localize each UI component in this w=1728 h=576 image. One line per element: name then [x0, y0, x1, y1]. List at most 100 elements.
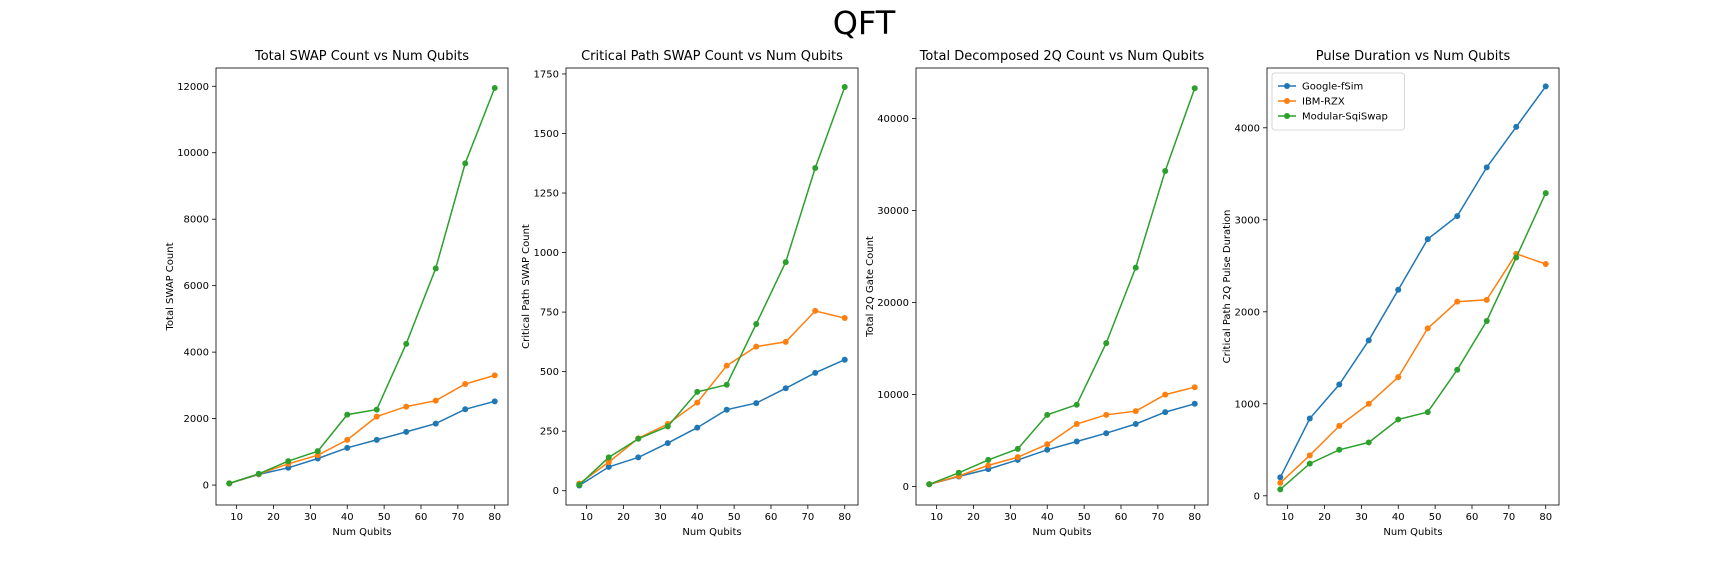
- data-point-modular-sqiswap: [1014, 445, 1021, 452]
- data-point-modular-sqiswap: [1162, 168, 1169, 175]
- data-point-modular-sqiswap: [1044, 411, 1051, 418]
- data-point-ibm-rzx: [1454, 298, 1461, 305]
- data-point-google-fsim: [1336, 381, 1343, 388]
- data-point-modular-sqiswap: [955, 469, 962, 476]
- chart-panel-3: Total Decomposed 2Q Count vs Num Qubits 1…: [865, 49, 1209, 538]
- data-point-ibm-rzx: [1277, 479, 1284, 486]
- series-line-ibm-rzx: [1279, 252, 1546, 484]
- figure-title: QFT: [832, 4, 896, 42]
- data-point-google-fsim: [635, 454, 642, 461]
- data-point-ibm-rzx: [1132, 408, 1139, 415]
- x-axis-label: Num Qubits: [682, 527, 741, 538]
- x-tick-label: 80: [1188, 512, 1201, 523]
- plot-frame: [1266, 67, 1560, 506]
- data-point-modular-sqiswap: [926, 481, 933, 488]
- data-point-modular-sqiswap: [403, 340, 410, 347]
- data-point-modular-sqiswap: [1454, 366, 1461, 373]
- legend-label-ibm-rzx: IBM-RZX: [1302, 97, 1345, 108]
- data-point-ibm-rzx: [694, 399, 701, 406]
- legend-label-google-fsim: Google-fSim: [1302, 82, 1363, 93]
- data-point-ibm-rzx: [1044, 441, 1051, 448]
- data-point-modular-sqiswap: [432, 265, 439, 272]
- data-point-google-fsim: [1162, 409, 1169, 416]
- x-axis-label: Num Qubits: [1032, 527, 1091, 538]
- y-tick-label: 6000: [184, 281, 209, 292]
- data-point-ibm-rzx: [1014, 454, 1021, 461]
- data-point-ibm-rzx: [344, 436, 351, 443]
- data-point-ibm-rzx: [1073, 421, 1080, 428]
- data-point-google-fsim: [753, 400, 760, 407]
- x-tick-label: 40: [691, 512, 704, 523]
- chart-panel-2: Critical Path SWAP Count vs Num Qubits 10…: [521, 49, 859, 538]
- data-point-ibm-rzx: [1306, 452, 1313, 459]
- data-point-modular-sqiswap: [664, 423, 671, 430]
- data-point-modular-sqiswap: [491, 84, 498, 91]
- series-line-ibm-rzx: [578, 310, 845, 485]
- chart-title: Pulse Duration vs Num Qubits: [1316, 49, 1511, 64]
- data-point-modular-sqiswap: [605, 454, 612, 461]
- x-tick-label: 10: [1281, 512, 1294, 523]
- x-tick-label: 10: [580, 512, 593, 523]
- x-tick-label: 40: [1041, 512, 1054, 523]
- y-tick-label: 0: [903, 482, 909, 493]
- x-tick-label: 40: [1392, 512, 1405, 523]
- data-point-google-fsim: [1513, 123, 1520, 130]
- x-tick-label: 60: [1115, 512, 1128, 523]
- x-tick-label: 50: [378, 512, 391, 523]
- plot-frame: [215, 67, 509, 506]
- data-point-google-fsim: [1365, 337, 1372, 344]
- series-line-modular-sqiswap: [578, 86, 846, 486]
- plot-frame: [915, 67, 1209, 506]
- data-point-google-fsim: [373, 436, 380, 443]
- x-tick-label: 60: [765, 512, 778, 523]
- data-point-modular-sqiswap: [1306, 460, 1313, 467]
- x-tick-label: 20: [617, 512, 630, 523]
- data-point-google-fsim: [1306, 415, 1313, 422]
- x-tick-label: 70: [801, 512, 814, 523]
- data-point-ibm-rzx: [812, 307, 819, 314]
- x-tick-label: 60: [415, 512, 428, 523]
- data-point-google-fsim: [723, 406, 730, 413]
- data-point-google-fsim: [1191, 400, 1198, 407]
- x-tick-label: 80: [488, 512, 501, 523]
- x-tick-label: 20: [1318, 512, 1331, 523]
- data-point-ibm-rzx: [491, 372, 498, 379]
- y-tick-label: 1000: [1235, 399, 1260, 410]
- chart-title: Total SWAP Count vs Num Qubits: [254, 49, 469, 64]
- data-point-modular-sqiswap: [344, 411, 351, 418]
- y-tick-label: 1000: [534, 248, 559, 259]
- y-tick-label: 1500: [534, 129, 559, 140]
- chart-title: Total Decomposed 2Q Count vs Num Qubits: [919, 49, 1205, 64]
- y-tick-label: 12000: [177, 82, 209, 93]
- y-tick-label: 4000: [1235, 123, 1260, 134]
- data-point-ibm-rzx: [1542, 260, 1549, 267]
- data-point-google-fsim: [782, 385, 789, 392]
- y-tick-label: 750: [540, 308, 559, 319]
- series-line-modular-sqiswap: [1279, 192, 1547, 490]
- data-point-google-fsim: [344, 444, 351, 451]
- x-tick-label: 60: [1466, 512, 1479, 523]
- series-line-google-fsim: [929, 403, 1195, 486]
- data-point-modular-sqiswap: [694, 388, 701, 395]
- data-point-ibm-rzx: [373, 413, 380, 420]
- x-tick-label: 30: [1004, 512, 1017, 523]
- x-tick-label: 50: [728, 512, 741, 523]
- data-point-google-fsim: [1542, 83, 1549, 90]
- x-tick-label: 80: [1539, 512, 1552, 523]
- chart-panel-4: Pulse Duration vs Num Qubits 10 20 30 40 50 60…: [1222, 49, 1560, 538]
- data-point-ibm-rzx: [1103, 411, 1110, 418]
- data-point-ibm-rzx: [782, 338, 789, 345]
- plot-frame: [565, 67, 859, 506]
- data-point-modular-sqiswap: [782, 259, 789, 266]
- x-tick-label: 70: [1151, 512, 1164, 523]
- data-point-modular-sqiswap: [285, 458, 292, 465]
- data-point-ibm-rzx: [1424, 325, 1431, 332]
- x-tick-label: 30: [1355, 512, 1368, 523]
- series-line-google-fsim: [1279, 85, 1547, 478]
- legend-marker-google-fsim: [1284, 83, 1290, 89]
- data-point-modular-sqiswap: [1103, 340, 1110, 347]
- data-point-modular-sqiswap: [1073, 401, 1080, 408]
- x-axis-label: Num Qubits: [1383, 527, 1442, 538]
- data-point-modular-sqiswap: [373, 406, 380, 413]
